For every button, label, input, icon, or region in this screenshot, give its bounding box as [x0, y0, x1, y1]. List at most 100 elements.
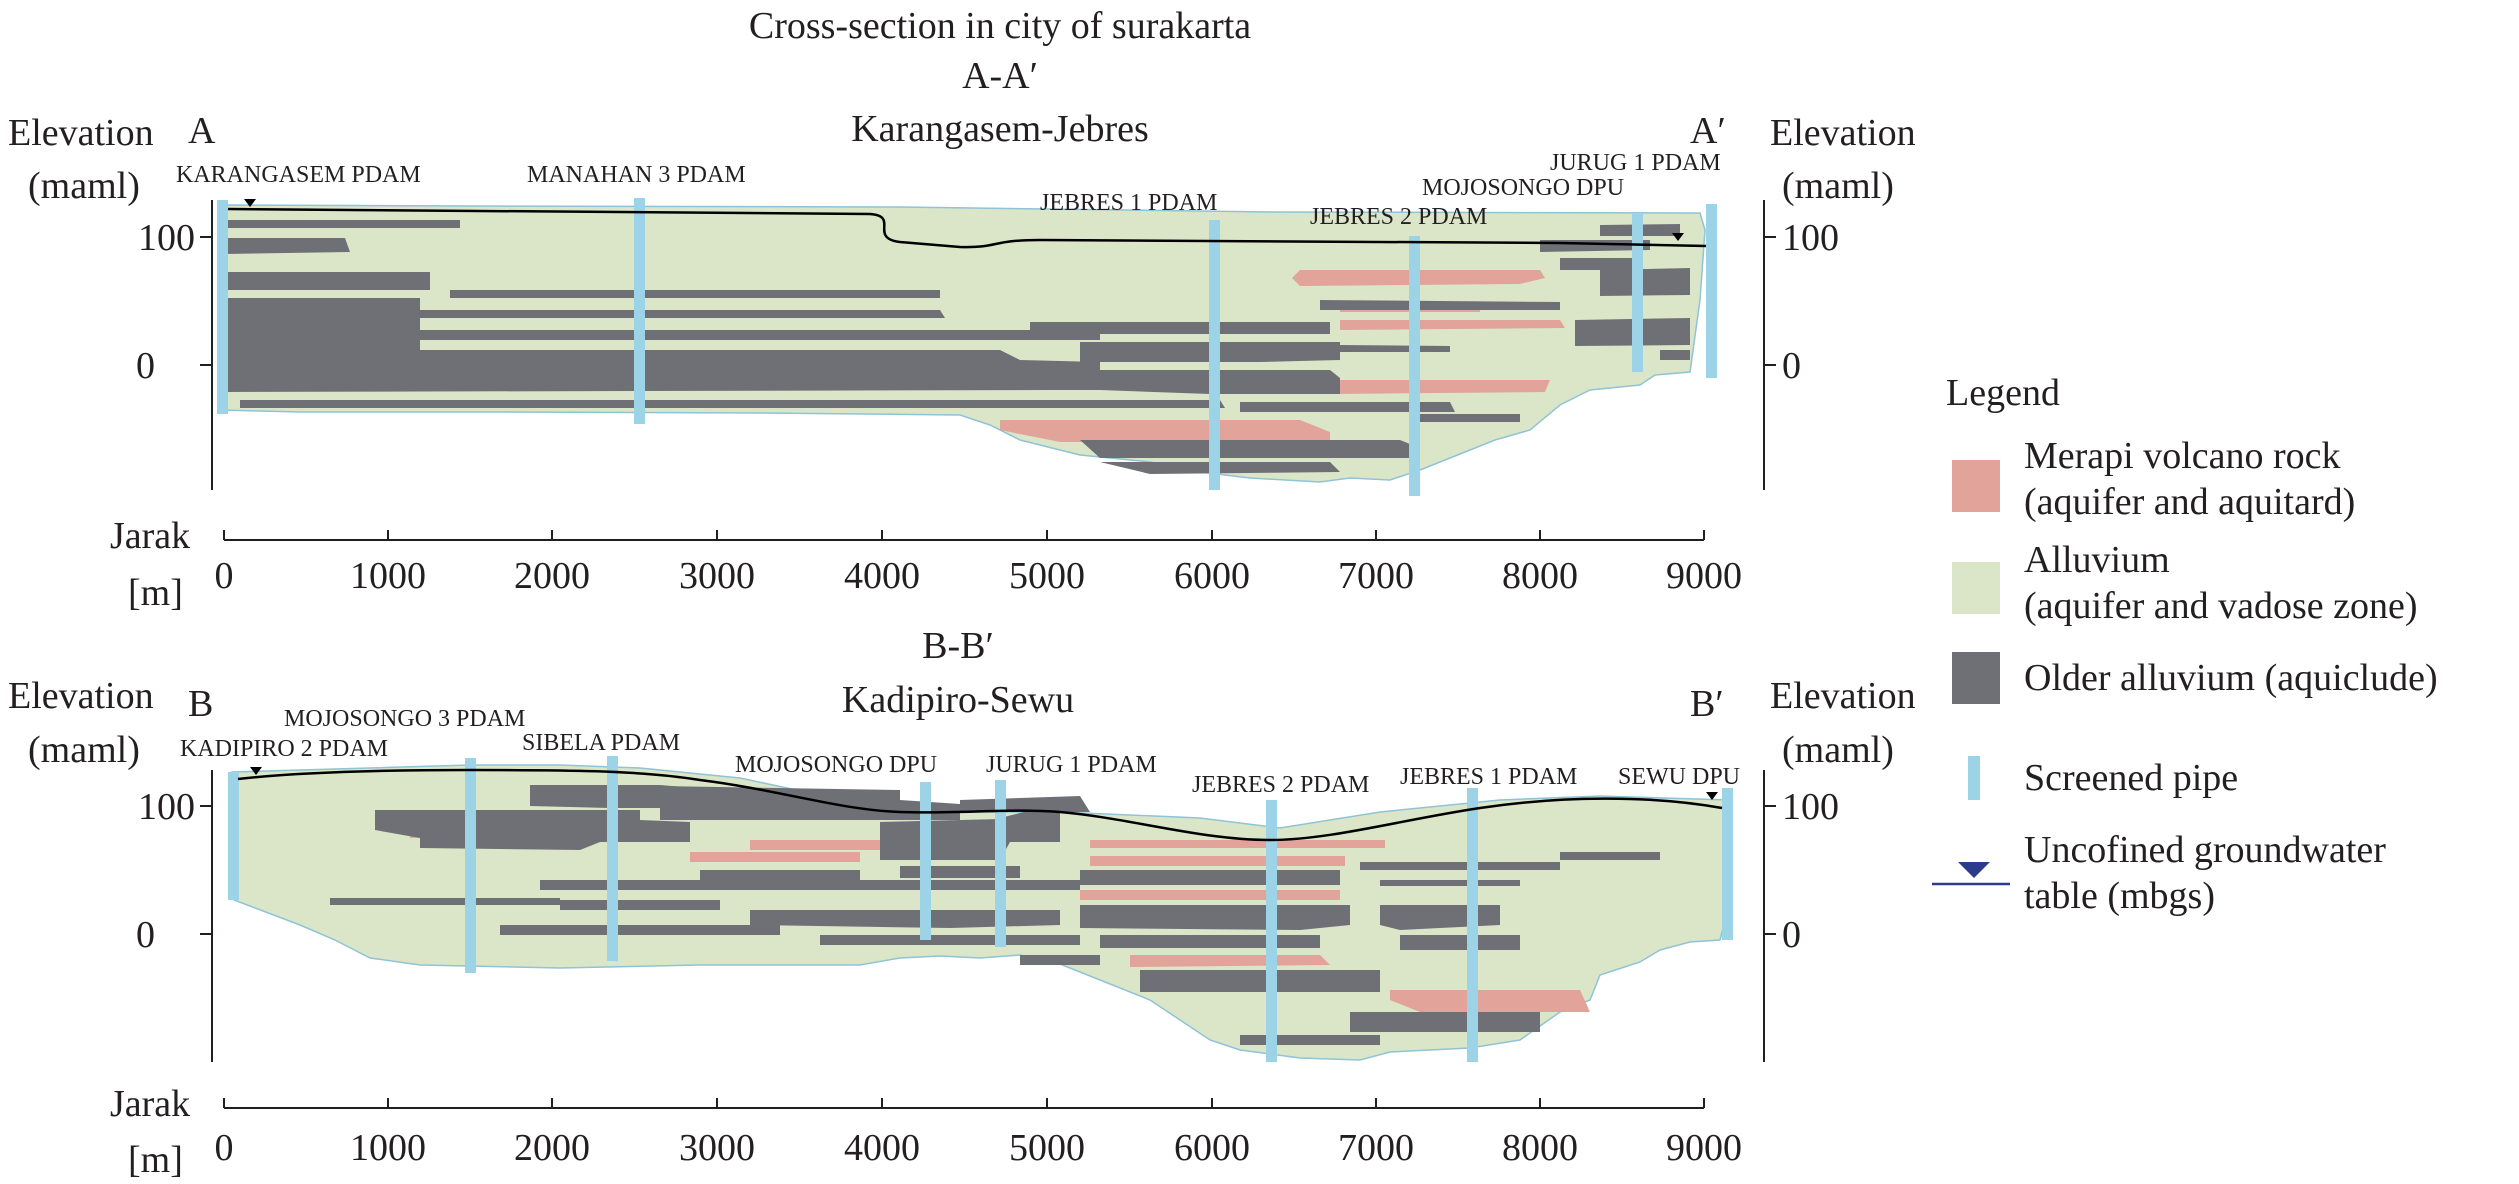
section-a-older-layer [225, 220, 460, 228]
section-a-y-tick-0-right: 0 [1782, 345, 1801, 387]
section-b-older-layer [750, 910, 1060, 928]
section-b-y-tick-0-left: 0 [136, 914, 155, 956]
section-b-x-label-1: Jarak [110, 1083, 190, 1125]
section-a-older-layer [1080, 440, 1420, 458]
section-b-x-tick: 8000 [1502, 1127, 1578, 1169]
section-b-older-layer [700, 870, 860, 880]
legend-title: Legend [1946, 372, 2060, 414]
section-a-older-layer [225, 298, 1100, 392]
section-b-right-end: B′ [1690, 683, 1724, 725]
section-a-y-axis-left [200, 200, 213, 490]
section-b-older-layer [1020, 955, 1100, 965]
section-a-y-tick-100-left: 100 [138, 217, 195, 259]
section-a-older-layer [1240, 402, 1455, 412]
legend-label-watertable-2: table (mbgs) [2024, 875, 2215, 917]
section-a-merapi-layer [1000, 420, 1330, 442]
screened-pipe-jebres-1-pdam [1467, 788, 1478, 1062]
section-a-x-tick-labels: 0 1000 2000 3000 4000 5000 6000 7000 800… [215, 555, 1743, 597]
section-b-older-layer [1140, 970, 1380, 992]
section-b-older-layer [660, 786, 960, 820]
well-label-mojosongo-dpu: MOJOSONGO DPU [1422, 175, 1624, 201]
section-a-older-layer [1560, 258, 1640, 270]
well-label-kadipiro-2-pdam: KADIPIRO 2 PDAM [180, 736, 388, 762]
well-label-mojosongo-dpu: MOJOSONGO DPU [735, 752, 937, 778]
section-b-x-tick: 7000 [1338, 1127, 1414, 1169]
section-b-pipes [228, 756, 1733, 1062]
section-b-older-layer [330, 898, 560, 905]
section-a-older-layer [1660, 350, 1690, 360]
legend: Legend Merapi volcano rock (aquifer and … [1932, 372, 2438, 917]
well-label-jebres-2-pdam: JEBRES 2 PDAM [1192, 772, 1369, 798]
legend-swatch-watertable [1932, 862, 2010, 886]
section-b-x-tick: 5000 [1009, 1127, 1085, 1169]
legend-swatch-alluvium [1952, 562, 2000, 614]
section-a-name: Karangasem-Jebres [851, 108, 1149, 150]
well-label-sewu-dpu: SEWU DPU [1618, 764, 1740, 790]
well-label-sibela-pdam: SIBELA PDAM [522, 730, 680, 756]
section-a-older-layer [1340, 345, 1450, 352]
section-a-x-tick: 9000 [1666, 555, 1742, 597]
well-label-jurug-1-pdam: JURUG 1 PDAM [1550, 150, 1721, 176]
screened-pipe-sibela-pdam [607, 756, 618, 961]
well-label-manahan-3-pdam: MANAHAN 3 PDAM [527, 162, 746, 188]
section-b-older-layer [820, 935, 1080, 945]
screened-pipe-kadipiro-2-pdam [228, 772, 239, 900]
section-b-merapi-layer [750, 840, 880, 850]
section-a-right-end: A′ [1690, 110, 1726, 152]
section-b-merapi-layer [1390, 990, 1590, 1012]
screened-pipe-jebres-1-pdam [1209, 220, 1220, 490]
well-label-jebres-1-pdam: JEBRES 1 PDAM [1040, 190, 1217, 216]
section-b: B-B′ Kadipiro-Sewu B B′ Elevation (maml)… [8, 625, 1916, 1181]
section-b-older-layer [1400, 935, 1520, 950]
section-b-older-layer [1100, 935, 1320, 948]
section-a-y-label-right-1: Elevation [1770, 112, 1916, 154]
legend-label-pipe: Screened pipe [2024, 757, 2238, 799]
section-a-x-tick: 5000 [1009, 555, 1085, 597]
section-b-merapi-layer [1130, 955, 1330, 967]
legend-label-older: Older alluvium (aquiclude) [2024, 657, 2438, 699]
section-a-y-label-right-2: (maml) [1782, 165, 1894, 207]
section-b-x-tick: 2000 [514, 1127, 590, 1169]
section-a-x-tick: 2000 [514, 555, 590, 597]
section-a-groundwater-table [227, 207, 1707, 249]
well-label-karangasem-pdam: KARANGASEM PDAM [176, 162, 421, 188]
section-a-older-layer [240, 400, 1225, 408]
legend-label-merapi-2: (aquifer and aquitard) [2024, 481, 2355, 523]
section-b-older-layer [1080, 905, 1350, 930]
legend-swatch-older [1952, 652, 2000, 704]
section-a-pipes [217, 198, 1717, 496]
section-a-x-tick: 3000 [679, 555, 755, 597]
section-b-merapi-layer [1080, 890, 1340, 900]
section-a-x-tick: 8000 [1502, 555, 1578, 597]
section-b-older-layer [500, 925, 780, 935]
section-a-x-tick: 4000 [844, 555, 920, 597]
section-b-x-axis [223, 1098, 1705, 1109]
section-b-older-layer [1350, 1012, 1540, 1032]
section-b-older-layer [1080, 870, 1340, 885]
screened-pipe-mojosongo-dpu [920, 782, 931, 940]
section-b-older-layer [1560, 852, 1660, 860]
well-label-jebres-2-pdam: JEBRES 2 PDAM [1310, 204, 1487, 230]
legend-label-alluvium-2: (aquifer and vadose zone) [2024, 585, 2418, 627]
section-b-x-label-2: [m] [128, 1139, 183, 1181]
section-a-y-tick-0-left: 0 [136, 345, 155, 387]
section-a-code: A-A′ [962, 55, 1038, 97]
screened-pipe-karangasem-pdam [217, 200, 228, 414]
section-b-y-tick-0-right: 0 [1782, 914, 1801, 956]
section-b-groundwater-table [237, 768, 1723, 842]
section-a-older-layer [225, 238, 350, 254]
section-b-water-table-marker-right [1706, 792, 1718, 800]
section-b-merapi-layer [690, 852, 860, 862]
section-a-merapi-layer [1340, 320, 1565, 330]
section-a-x-tick: 1000 [350, 555, 426, 597]
figure-title: Cross-section in city of surakarta [749, 5, 1251, 47]
section-b-merapi-layer [1090, 856, 1345, 866]
section-b-older-layer [540, 880, 1080, 890]
section-b-x-tick: 6000 [1174, 1127, 1250, 1169]
section-a-water-table-marker-right [1672, 233, 1684, 241]
section-a: A-A′ Karangasem-Jebres A A′ Elevation (m… [8, 55, 1916, 614]
legend-swatch-merapi [1952, 460, 2000, 512]
section-b-name: Kadipiro-Sewu [842, 679, 1074, 721]
section-a-y-axis-right [1763, 200, 1776, 490]
